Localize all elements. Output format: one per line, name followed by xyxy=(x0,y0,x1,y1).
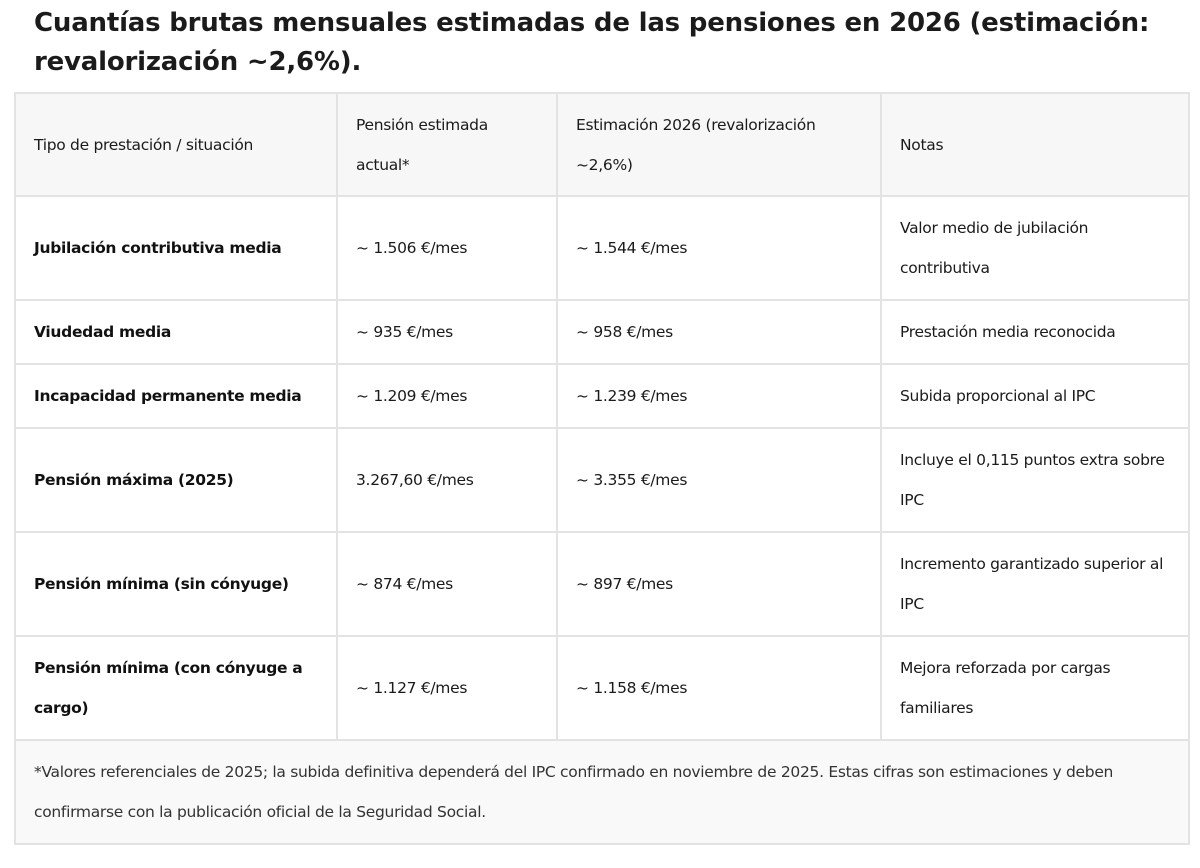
table-row: Jubilación contributiva media ~ 1.506 €/m… xyxy=(14,195,1190,301)
cell-estimacion-2026: ~ 1.239 €/mes xyxy=(556,363,882,429)
table-row: Viudedad media ~ 935 €/mes ~ 958 €/mes Pres… xyxy=(14,299,1190,365)
footnote: *Valores referenciales de 2025; la subid… xyxy=(14,739,1190,845)
cell-notas: Incluye el 0,115 puntos extra sobre IPC xyxy=(880,427,1190,533)
cell-estimacion-2026: ~ 1.158 €/mes xyxy=(556,635,882,741)
header-notas: Notas xyxy=(880,92,1190,197)
table-header-row: Tipo de prestación / situación Pensión e… xyxy=(14,92,1190,197)
table-row: Pensión máxima (2025) 3.267,60 €/mes ~ 3.3… xyxy=(14,427,1190,533)
cell-tipo: Viudedad media xyxy=(14,299,338,365)
cell-estimacion-2026: ~ 3.355 €/mes xyxy=(556,427,882,533)
table-row: Incapacidad permanente media ~ 1.209 €/me… xyxy=(14,363,1190,429)
cell-actual: 3.267,60 €/mes xyxy=(336,427,558,533)
cell-tipo: Pensión mínima (con cónyuge a cargo) xyxy=(14,635,338,741)
cell-tipo: Pensión máxima (2025) xyxy=(14,427,338,533)
cell-tipo: Incapacidad permanente media xyxy=(14,363,338,429)
table-row: Pensión mínima (sin cónyuge) ~ 874 €/mes ~… xyxy=(14,531,1190,637)
header-actual: Pensión estimada actual* xyxy=(336,92,558,197)
cell-tipo: Jubilación contributiva media xyxy=(14,195,338,301)
cell-actual: ~ 1.127 €/mes xyxy=(336,635,558,741)
header-tipo: Tipo de prestación / situación xyxy=(14,92,338,197)
cell-tipo: Pensión mínima (sin cónyuge) xyxy=(14,531,338,637)
cell-estimacion-2026: ~ 897 €/mes xyxy=(556,531,882,637)
cell-actual: ~ 935 €/mes xyxy=(336,299,558,365)
cell-notas: Valor medio de jubilación contributiva xyxy=(880,195,1190,301)
cell-notas: Subida proporcional al IPC xyxy=(880,363,1190,429)
cell-actual: ~ 874 €/mes xyxy=(336,531,558,637)
cell-estimacion-2026: ~ 1.544 €/mes xyxy=(556,195,882,301)
header-2026: Estimación 2026 (revalorización ~2,6%) xyxy=(556,92,882,197)
table-row: Pensión mínima (con cónyuge a cargo) ~ 1.… xyxy=(14,635,1190,741)
cell-notas: Prestación media reconocida xyxy=(880,299,1190,365)
footnote-row: *Valores referenciales de 2025; la subid… xyxy=(14,739,1190,845)
cell-actual: ~ 1.506 €/mes xyxy=(336,195,558,301)
cell-notas: Mejora reforzada por cargas familiares xyxy=(880,635,1190,741)
pension-table: Tipo de prestación / situación Pensión e… xyxy=(14,92,1190,845)
cell-notas: Incremento garantizado superior al IPC xyxy=(880,531,1190,637)
cell-actual: ~ 1.209 €/mes xyxy=(336,363,558,429)
cell-estimacion-2026: ~ 958 €/mes xyxy=(556,299,882,365)
page-title: Cuantías brutas mensuales estimadas de l… xyxy=(34,8,1150,77)
